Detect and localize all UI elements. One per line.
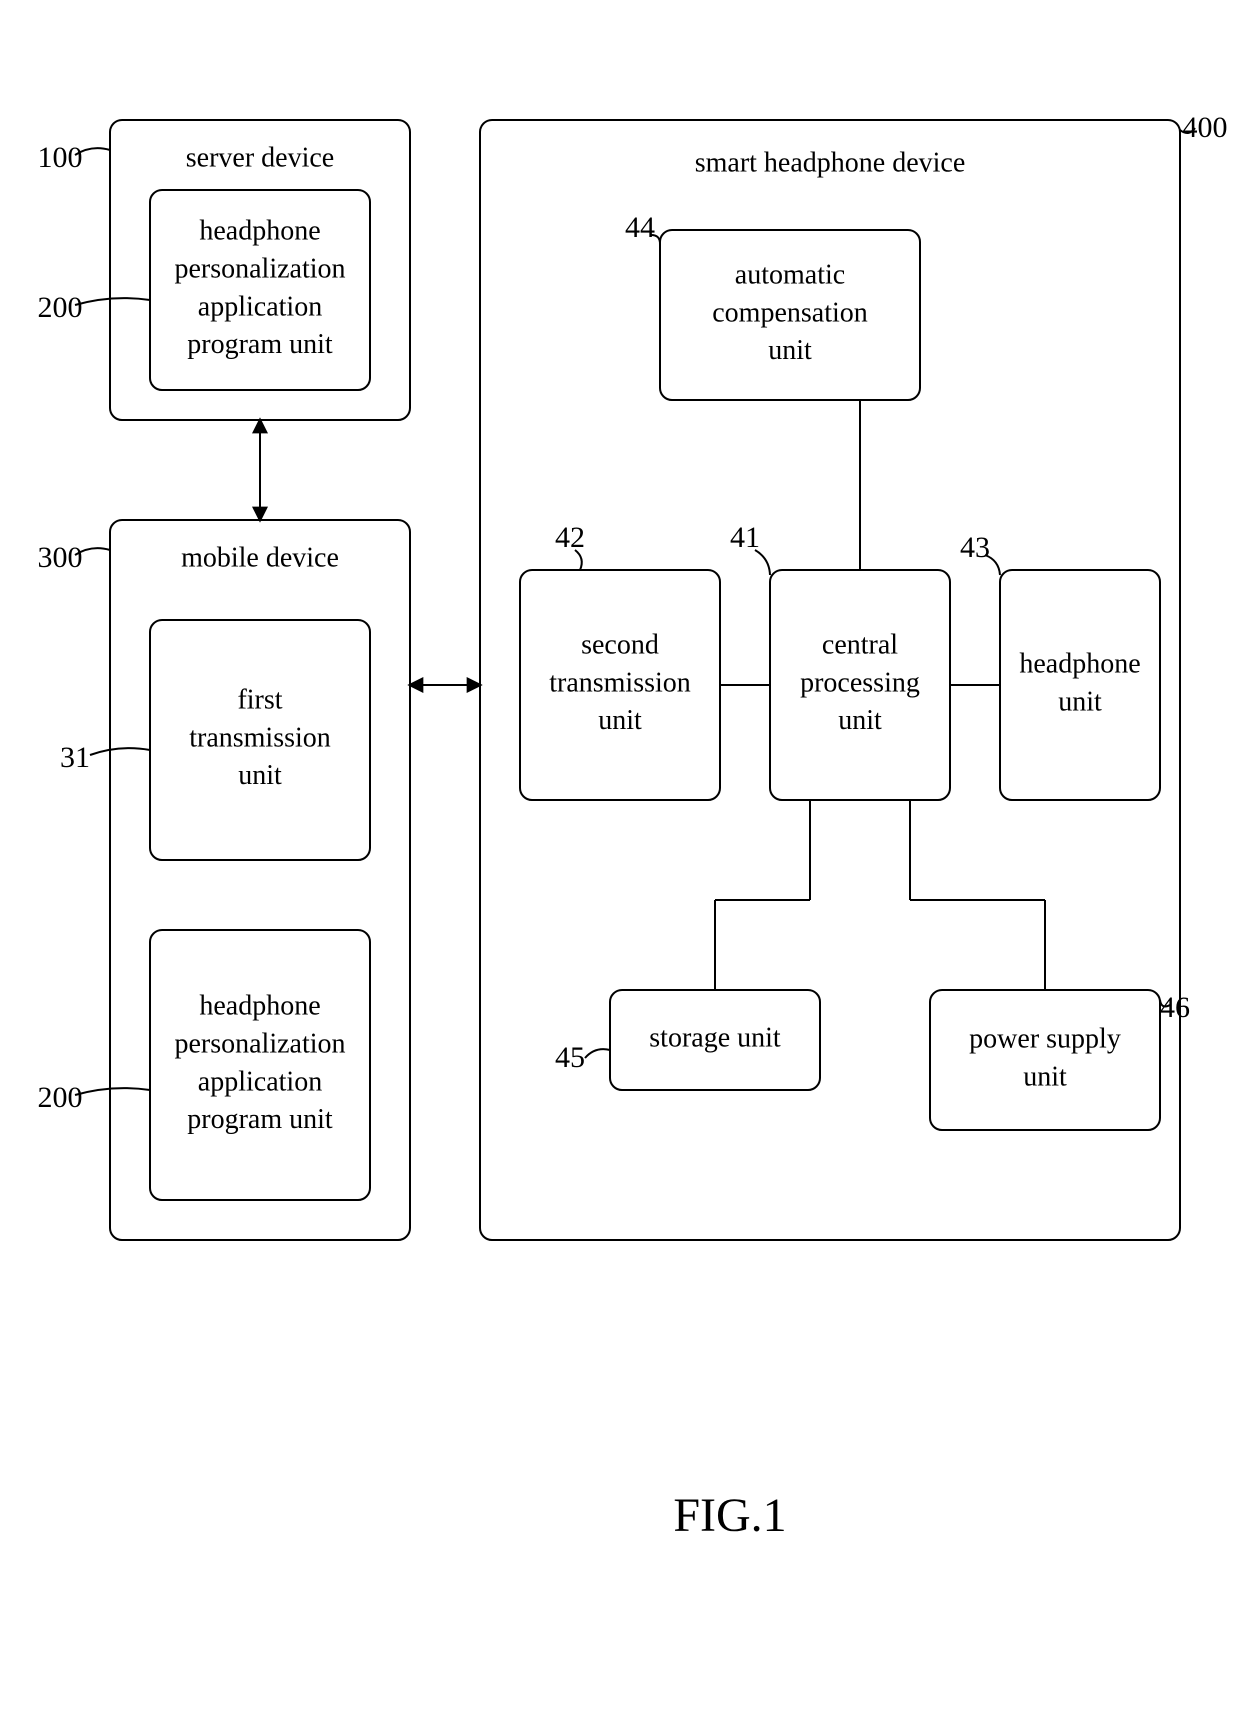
smart-ref: 400 — [1183, 111, 1228, 144]
hp_app_mob-line-3: program unit — [187, 1104, 333, 1135]
second_tx-ref: 42 — [555, 521, 585, 554]
second_tx-line-1: transmission — [549, 667, 691, 698]
auto_comp-line-1: compensation — [712, 297, 868, 328]
storage-line-0: storage unit — [649, 1022, 781, 1053]
cpu-line-0: central — [822, 630, 898, 661]
cpu-ref: 41 — [730, 521, 760, 554]
power-line-0: power supply — [969, 1024, 1121, 1055]
hp_app_srv-line-1: personalization — [174, 254, 345, 285]
hp_app_srv-leadline — [75, 298, 150, 305]
hp_app_mob-ref: 200 — [38, 1081, 83, 1114]
second_tx-line-2: unit — [598, 705, 642, 736]
smart-title: smart headphone device — [695, 147, 966, 178]
auto_comp-ref: 44 — [625, 211, 655, 244]
auto_comp-line-0: automatic — [735, 260, 845, 291]
second_tx-line-0: second — [581, 630, 659, 661]
mobile-ref: 300 — [38, 541, 83, 574]
server-title: server device — [186, 142, 334, 173]
power-box — [930, 990, 1160, 1130]
first_tx-line-0: first — [237, 685, 282, 716]
hp_app_mob-line-1: personalization — [174, 1029, 345, 1060]
cpu-line-1: processing — [800, 667, 920, 698]
hp_app_mob-line-2: application — [198, 1066, 322, 1097]
headphone_u-line-1: unit — [1058, 686, 1102, 717]
headphone_u-ref: 43 — [960, 531, 990, 564]
cpu-line-2: unit — [838, 705, 882, 736]
power-line-1: unit — [1023, 1061, 1067, 1092]
first_tx-leadline — [90, 748, 150, 755]
storage-ref: 45 — [555, 1041, 585, 1074]
hp_app_srv-ref: 200 — [38, 291, 83, 324]
hp_app_mob-line-0: headphone — [199, 991, 320, 1022]
first_tx-ref: 31 — [60, 741, 90, 774]
hp_app_srv-line-0: headphone — [199, 216, 320, 247]
auto_comp-line-2: unit — [768, 335, 812, 366]
headphone_u-box — [1000, 570, 1160, 800]
first_tx-line-2: unit — [238, 760, 282, 791]
storage-leadline — [585, 1049, 610, 1058]
hp_app_srv-line-3: program unit — [187, 329, 333, 360]
server-ref: 100 — [38, 141, 83, 174]
headphone_u-line-0: headphone — [1019, 649, 1140, 680]
first_tx-line-1: transmission — [189, 722, 331, 753]
mobile-title: mobile device — [181, 542, 339, 573]
hp_app_srv-line-2: application — [198, 291, 322, 322]
hp_app_mob-leadline — [75, 1088, 150, 1095]
hp_app_mob-box — [150, 930, 370, 1200]
figure-label: FIG.1 — [673, 1489, 786, 1542]
